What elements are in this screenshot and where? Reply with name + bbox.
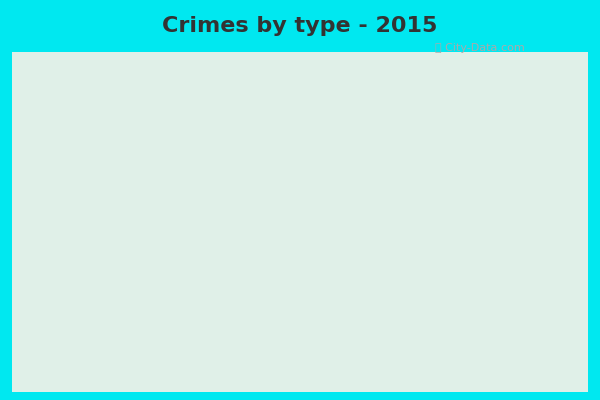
Text: Thefts (79.3%): Thefts (79.3%) <box>383 332 512 344</box>
Wedge shape <box>247 118 348 220</box>
Text: Auto thefts (3.7%): Auto thefts (3.7%) <box>231 158 346 187</box>
Wedge shape <box>312 92 348 220</box>
Text: Rapes (1.1%): Rapes (1.1%) <box>246 150 329 200</box>
Text: Burglaries (10.1%): Burglaries (10.1%) <box>197 194 314 213</box>
Wedge shape <box>217 89 479 351</box>
Text: Murders (1.1%): Murders (1.1%) <box>205 148 328 226</box>
Text: Crimes by type - 2015: Crimes by type - 2015 <box>163 16 437 36</box>
Wedge shape <box>265 102 348 220</box>
Text: Robberies (1.6%): Robberies (1.6%) <box>251 152 358 175</box>
Wedge shape <box>304 94 348 220</box>
Wedge shape <box>291 97 348 220</box>
Wedge shape <box>217 136 348 220</box>
Text: Thefts (79.3%): Thefts (79.3%) <box>284 270 403 288</box>
Text: Assaults (3.2%): Assaults (3.2%) <box>274 152 371 165</box>
Text: ⓘ City-Data.com: ⓘ City-Data.com <box>435 43 525 53</box>
